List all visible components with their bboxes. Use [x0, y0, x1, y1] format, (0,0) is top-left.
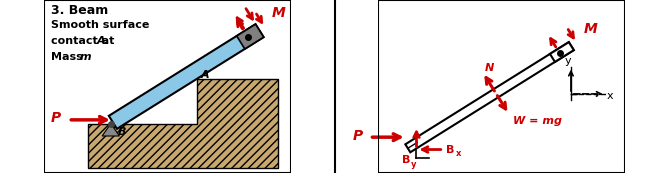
- Polygon shape: [237, 24, 264, 49]
- Text: y: y: [411, 160, 417, 169]
- Text: m: m: [80, 52, 91, 62]
- Text: B: B: [401, 155, 410, 165]
- Text: A: A: [201, 70, 209, 80]
- Bar: [378, 0, 626, 173]
- Text: A: A: [97, 36, 106, 46]
- Text: M: M: [583, 22, 597, 36]
- Text: P: P: [51, 111, 62, 125]
- Polygon shape: [109, 24, 264, 129]
- Polygon shape: [102, 124, 120, 136]
- Text: x: x: [456, 149, 461, 158]
- Text: 3. Beam: 3. Beam: [51, 4, 108, 17]
- Text: B: B: [118, 127, 126, 137]
- Text: x: x: [607, 91, 613, 101]
- Polygon shape: [550, 42, 574, 62]
- Text: M: M: [272, 6, 286, 20]
- Polygon shape: [88, 79, 278, 168]
- Text: contact at: contact at: [51, 36, 118, 46]
- Text: y: y: [565, 56, 571, 66]
- Text: Smooth surface: Smooth surface: [51, 20, 149, 30]
- Text: P: P: [353, 129, 363, 143]
- Text: Mass: Mass: [51, 52, 87, 62]
- Text: N: N: [485, 63, 494, 73]
- Polygon shape: [405, 42, 574, 152]
- Text: W = mg: W = mg: [512, 116, 562, 126]
- Text: B: B: [446, 145, 454, 155]
- Text: .: .: [104, 36, 108, 46]
- Bar: [43, 0, 291, 173]
